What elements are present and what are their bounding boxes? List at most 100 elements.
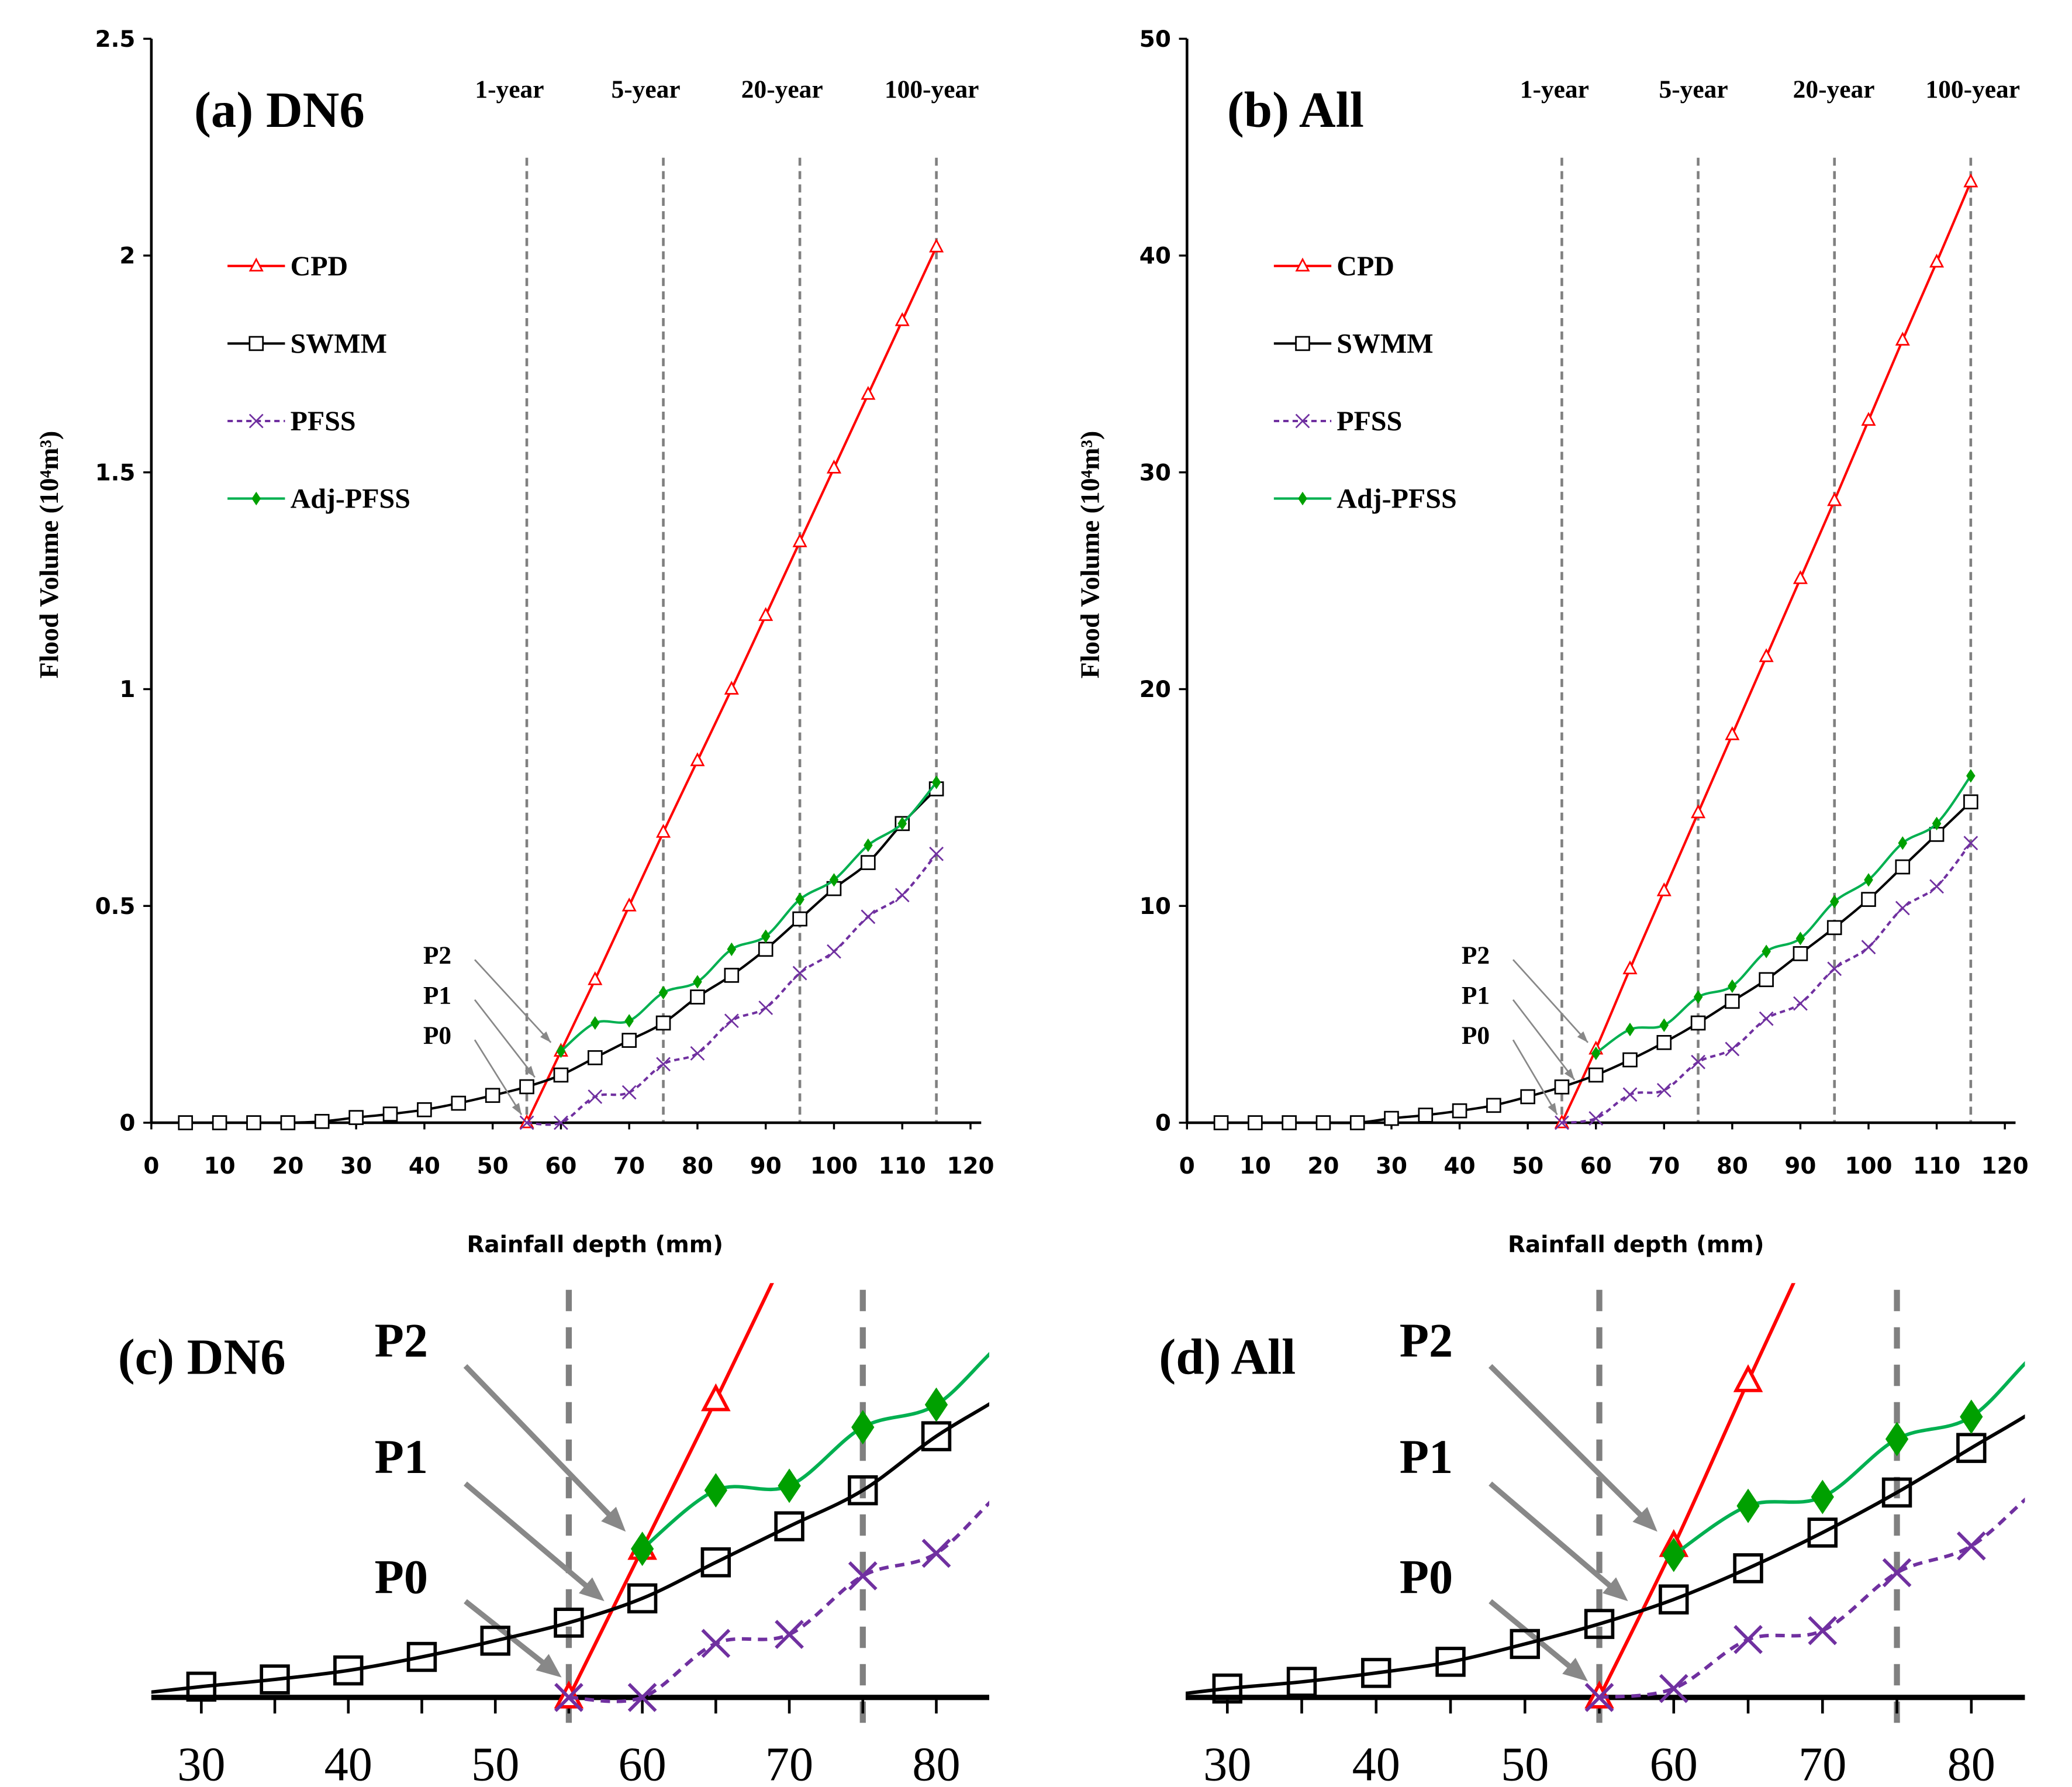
panel-c-dn6-zoom: (c) DN6 P2 P1 P0 30 40 50 60 70 80: [115, 784, 1097, 1787]
x-tick-label: 60: [1650, 1738, 1698, 1787]
swmm-point: [1248, 1115, 1263, 1130]
pfss-point: [1295, 413, 1310, 429]
swmm-point: [2032, 1390, 2059, 1417]
cpd-point: [1929, 253, 1945, 268]
series-line-cpd: [567, 1283, 774, 1699]
cpd-point: [1885, 1047, 1909, 1070]
cpd-point: [998, 784, 1022, 806]
swmm-point: [260, 1664, 290, 1695]
adj-pfss-point: [1864, 873, 1873, 887]
cpd-point: [895, 312, 910, 326]
series-pfss: [1584, 1470, 2059, 1712]
series-line-swmm: [151, 1402, 989, 1694]
series-cpd: [1584, 1047, 1909, 1709]
swmm-point: [1826, 920, 1842, 936]
adj-pfss-point: [1659, 1018, 1669, 1032]
swmm-point: [1861, 892, 1876, 907]
legend-label-adj-pfss: Adj-PFSS: [1337, 484, 1456, 515]
x-tick-label: 70: [613, 1153, 645, 1179]
series-swmm: [1213, 794, 1978, 1130]
swmm-point: [1622, 1052, 1638, 1068]
cpd-point: [690, 752, 705, 767]
y-tick-label: 20: [1139, 677, 1171, 703]
swmm-point: [627, 1583, 658, 1614]
annotation-p1: P1: [1400, 1430, 1453, 1484]
swmm-point: [1793, 946, 1808, 961]
panel-a-dn6: (a) DN6 Rainfall depth (mm) Flood Volume…: [34, 26, 994, 1258]
cpd-point: [1691, 804, 1706, 819]
arrow-head: [579, 1577, 605, 1602]
adj-pfss-point: [778, 1468, 801, 1503]
adj-pfss-point: [704, 1473, 728, 1508]
x-tick-label: 0: [1179, 1153, 1195, 1179]
series-line-pfss: [1599, 1497, 2025, 1699]
pfss-point: [1793, 996, 1808, 1011]
adj-pfss-point: [761, 929, 771, 943]
pfss-point: [1070, 1446, 1097, 1472]
adj-pfss-point: [2035, 1330, 2057, 1362]
pfss-point: [1963, 836, 1978, 851]
swmm-point: [348, 1110, 364, 1125]
y-tick-label: 2.5: [95, 26, 136, 53]
legend-label-swmm: SWMM: [291, 328, 387, 359]
swmm-point: [774, 1511, 804, 1541]
swmm-point: [1139, 1684, 1166, 1711]
swmm-point: [700, 1547, 731, 1578]
swmm-point: [1295, 336, 1310, 351]
adj-pfss-point: [1728, 979, 1737, 993]
swmm-point: [417, 1102, 432, 1117]
adj-pfss-point: [693, 975, 702, 989]
x-tick-label: 100: [1845, 1153, 1892, 1179]
pfss-point: [2032, 1470, 2059, 1497]
annotation-arrow: [1512, 1039, 1558, 1115]
series-line-swmm: [1186, 1414, 2025, 1695]
series-cpd: [1554, 173, 1978, 1129]
swmm-point: [1510, 1629, 1540, 1660]
annotation-p2: P2: [1400, 1314, 1453, 1367]
x-tick-label: 70: [1798, 1738, 1846, 1787]
adj-pfss-point: [624, 1014, 634, 1028]
pfss-point: [588, 1089, 603, 1104]
pfss-point: [656, 1057, 671, 1072]
y-tick-label: 0: [1155, 1110, 1171, 1137]
return-period-label: 1-year: [475, 75, 544, 104]
adj-pfss-point: [924, 1387, 948, 1422]
pfss-point: [1895, 901, 1910, 916]
x-tick-label: 40: [409, 1153, 440, 1179]
swmm-point: [848, 1475, 878, 1506]
annotation-p1: P1: [423, 982, 451, 1010]
x-tick-label: 40: [1352, 1738, 1400, 1787]
annotation-arrow: [474, 959, 552, 1043]
x-tick-label: 50: [1501, 1738, 1549, 1787]
x-tick-label: 30: [340, 1153, 372, 1179]
panel-a-xlabel: Rainfall depth (mm): [467, 1232, 723, 1258]
cpd-point: [861, 385, 876, 400]
y-tick-label: 1.5: [95, 460, 136, 486]
legend-label-cpd: CPD: [1337, 251, 1394, 282]
pfss-point: [758, 1001, 773, 1015]
x-tick-label: 30: [1376, 1153, 1407, 1179]
cpd-point: [1295, 257, 1310, 272]
swmm-point: [246, 1115, 261, 1130]
annotation-p1: P1: [1462, 982, 1490, 1010]
legend-label-pfss: PFSS: [1337, 406, 1402, 437]
series-swmm: [115, 1402, 989, 1708]
x-tick-label: 90: [1784, 1153, 1816, 1179]
swmm-point: [248, 336, 264, 351]
annotation-arrow: [1489, 1599, 1573, 1670]
adj-pfss-point: [1073, 1294, 1094, 1326]
x-tick-label: 80: [1717, 1153, 1748, 1179]
pfss-point: [724, 1013, 739, 1029]
pfss-point: [1555, 1115, 1569, 1130]
swmm-point: [621, 1033, 637, 1048]
cpd-point: [929, 238, 944, 253]
annotation-p0: P0: [1462, 1022, 1490, 1050]
swmm-point: [1956, 1433, 1987, 1463]
adj-pfss-point: [897, 816, 907, 831]
swmm-point: [115, 1681, 141, 1708]
x-tick-label: 20: [272, 1153, 303, 1179]
pfss-point: [1733, 1624, 1763, 1654]
x-tick-label: 40: [1444, 1153, 1476, 1179]
x-tick-label: 10: [1239, 1153, 1271, 1179]
